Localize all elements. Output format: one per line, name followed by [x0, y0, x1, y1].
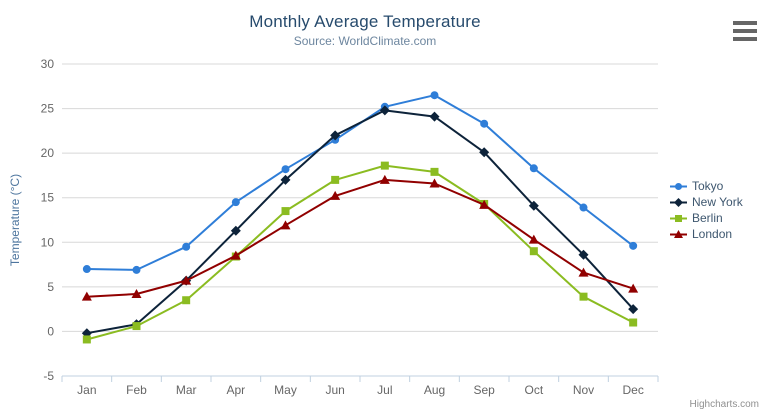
chart-title: Monthly Average Temperature	[249, 12, 481, 31]
data-point[interactable]	[230, 225, 241, 236]
data-point[interactable]	[181, 275, 192, 285]
y-axis-title: Temperature (°C)	[8, 173, 22, 267]
data-point[interactable]	[578, 267, 589, 277]
hamburger-icon	[733, 29, 757, 33]
data-point[interactable]	[430, 91, 439, 100]
data-point[interactable]	[429, 178, 440, 188]
data-point[interactable]	[132, 265, 141, 274]
legend-label: New York	[692, 195, 743, 209]
data-point[interactable]	[82, 265, 91, 274]
data-point[interactable]	[182, 242, 191, 251]
data-point[interactable]	[674, 229, 683, 238]
data-point[interactable]	[379, 105, 390, 116]
y-axis-label: 15	[41, 191, 55, 205]
x-axis-label: Apr	[226, 383, 245, 397]
y-axis-label: -5	[43, 369, 54, 383]
export-menu-button[interactable]	[733, 21, 757, 42]
data-point[interactable]	[628, 283, 639, 293]
data-point[interactable]	[131, 288, 142, 298]
data-point[interactable]	[430, 167, 439, 176]
legend-item-new-york[interactable]: New York	[670, 194, 743, 210]
tokyo-series-marker-icon	[670, 182, 687, 190]
y-axis-label: 30	[41, 57, 55, 71]
series-tokyo	[82, 91, 638, 274]
data-point[interactable]	[579, 203, 588, 212]
legend-item-london[interactable]: London	[670, 226, 743, 242]
data-point[interactable]	[480, 119, 489, 128]
data-point[interactable]	[231, 198, 240, 207]
data-point[interactable]	[330, 130, 341, 141]
chart-subtitle: Source: WorldClimate.com	[293, 34, 437, 48]
data-point[interactable]	[182, 296, 191, 305]
x-axis: Jan Feb Mar Apr May Jun Jul Aug Sep Oct Nov Dec	[61, 375, 659, 397]
new-york-series-marker-icon	[670, 197, 687, 207]
data-point[interactable]	[529, 247, 538, 256]
series-line-london	[86, 178, 634, 298]
data-point[interactable]	[528, 200, 539, 211]
data-point[interactable]	[674, 197, 683, 207]
x-axis-label: Aug	[424, 383, 445, 397]
data-point[interactable]	[132, 322, 141, 331]
y-axis-label: 5	[47, 280, 54, 294]
x-axis-label: Dec	[622, 383, 643, 397]
data-point[interactable]	[675, 214, 682, 222]
data-point[interactable]	[379, 174, 390, 184]
data-point[interactable]	[281, 165, 290, 174]
data-point[interactable]	[579, 292, 588, 301]
data-point[interactable]	[230, 250, 241, 260]
data-point[interactable]	[578, 249, 589, 260]
data-point[interactable]	[281, 207, 290, 216]
y-axis-label: 10	[41, 235, 55, 249]
y-axis-label: 0	[47, 324, 54, 338]
data-point[interactable]	[479, 199, 490, 209]
legend-label: Berlin	[692, 211, 723, 225]
data-point[interactable]	[330, 190, 341, 200]
y-axis-labels: -5 0 5 10 15 20 25 30	[41, 57, 55, 383]
data-point[interactable]	[331, 175, 340, 184]
x-axis-label: Sep	[473, 383, 495, 397]
legend-item-tokyo[interactable]: Tokyo	[670, 178, 743, 194]
london-series-marker-icon	[670, 229, 687, 238]
x-axis-label: Jul	[377, 383, 392, 397]
data-point[interactable]	[82, 335, 91, 344]
data-point[interactable]	[529, 164, 538, 173]
data-point[interactable]	[429, 111, 440, 122]
hamburger-icon	[733, 21, 757, 25]
x-axis-label: Jan	[77, 383, 96, 397]
y-axis-label: 20	[41, 146, 55, 160]
data-point[interactable]	[280, 174, 291, 185]
x-axis-label: Nov	[573, 383, 594, 397]
credits-link[interactable]: Highcharts.com	[689, 399, 759, 410]
data-point[interactable]	[81, 291, 92, 301]
y-axis-label: 25	[41, 102, 55, 116]
berlin-series-marker-icon	[670, 214, 687, 222]
data-point[interactable]	[629, 318, 638, 327]
x-axis-label: Oct	[524, 383, 543, 397]
legend-label: London	[692, 227, 733, 241]
x-axis-label: May	[274, 383, 297, 397]
legend-label: Tokyo	[692, 179, 724, 193]
data-point[interactable]	[628, 304, 639, 315]
data-point[interactable]	[675, 182, 682, 190]
data-point[interactable]	[629, 241, 638, 250]
series-london	[81, 174, 639, 301]
series-new-york	[81, 105, 639, 339]
legend: Tokyo New York Berlin London	[670, 178, 743, 242]
x-axis-label: Jun	[325, 383, 344, 397]
data-point[interactable]	[479, 147, 490, 158]
x-axis-label: Mar	[176, 383, 197, 397]
legend-item-berlin[interactable]: Berlin	[670, 210, 743, 226]
x-axis-label: Feb	[126, 383, 147, 397]
series-line-new-york	[86, 109, 634, 335]
hamburger-icon	[733, 37, 757, 41]
series-line-tokyo	[86, 94, 634, 271]
gridlines	[62, 63, 658, 377]
data-point[interactable]	[380, 161, 389, 170]
data-point[interactable]	[280, 220, 291, 230]
data-point[interactable]	[528, 234, 539, 244]
series-line-berlin	[86, 164, 634, 341]
